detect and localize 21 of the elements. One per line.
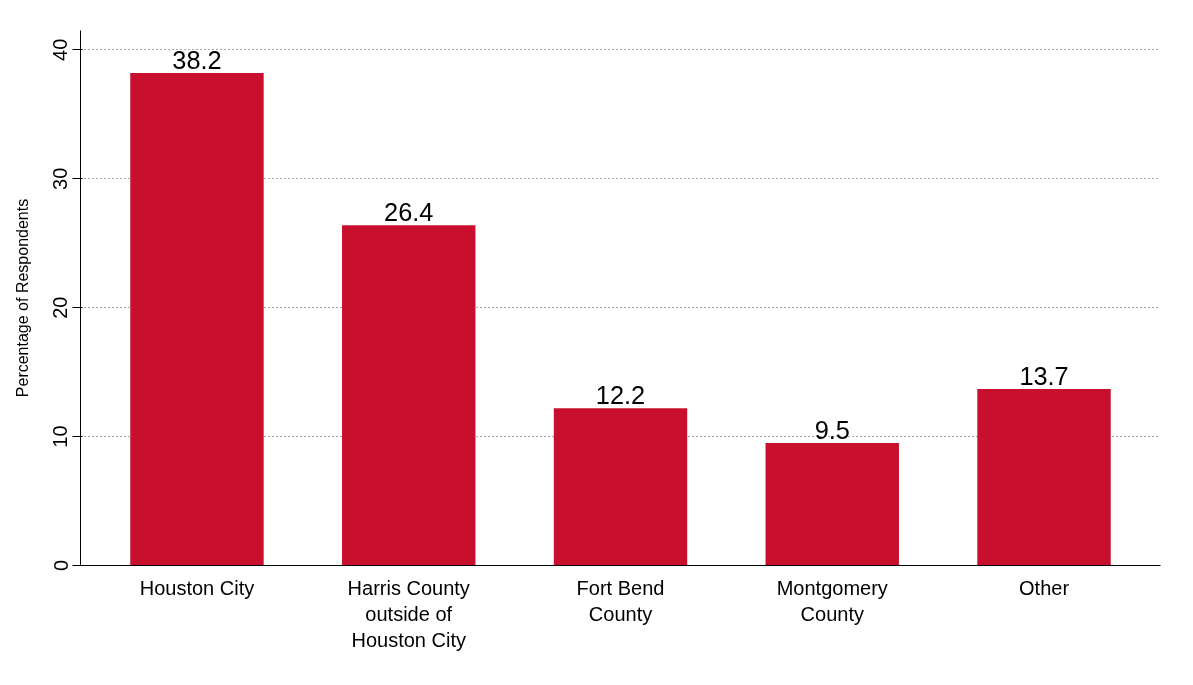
x-tick-label: Other xyxy=(1019,576,1070,599)
y-tick-label: 0 xyxy=(49,559,72,572)
data-label: 12.2 xyxy=(595,381,646,410)
x-tick-label: Montgomery County xyxy=(776,576,888,625)
y-tick-label: 30 xyxy=(49,167,72,190)
x-tick-label: Houston City xyxy=(139,576,255,599)
bar xyxy=(342,225,476,566)
bar xyxy=(553,408,688,566)
y-axis-title: Percentage of Respondents xyxy=(13,198,31,398)
bar xyxy=(130,73,264,566)
x-tick-label: Fort Bend County xyxy=(576,576,665,625)
x-tick-label: Harris County outside of Houston City xyxy=(347,576,470,652)
y-tick-label: 40 xyxy=(49,38,72,61)
y-tick-label: 10 xyxy=(49,425,72,448)
data-label: 13.7 xyxy=(1019,361,1069,390)
data-label: 9.5 xyxy=(814,416,850,445)
y-tick-label: 20 xyxy=(49,296,72,319)
bar xyxy=(977,388,1111,566)
data-label: 26.4 xyxy=(384,198,434,227)
data-label: 38.2 xyxy=(172,46,222,75)
bar xyxy=(765,443,899,566)
